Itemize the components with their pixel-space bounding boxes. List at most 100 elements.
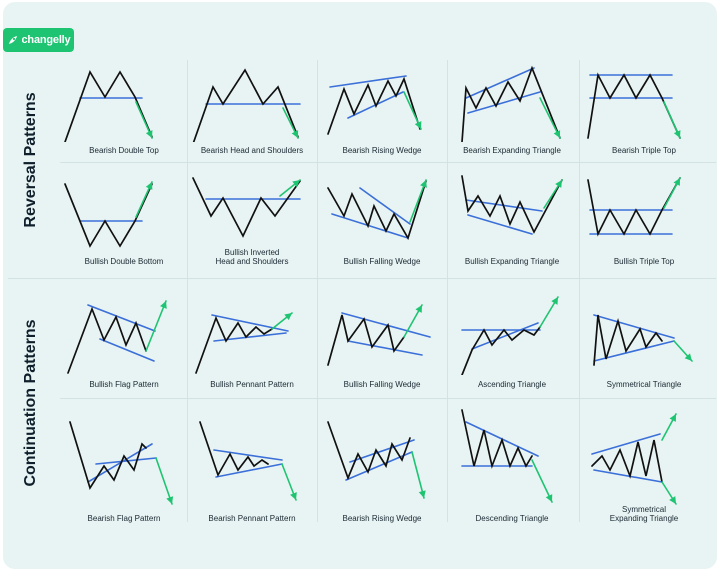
arrow-head bbox=[145, 182, 153, 190]
pattern-cell: Bullish Falling Wedge bbox=[318, 166, 446, 277]
pattern-label: Bearish Head and Shoulders bbox=[200, 146, 304, 155]
pattern-label: Bullish Double Bottom bbox=[84, 257, 164, 266]
pattern-label: Bearish Pennant Pattern bbox=[208, 514, 296, 523]
pattern-label: Symmetrical Expanding Triangle bbox=[609, 505, 679, 523]
arrow-head bbox=[551, 297, 558, 305]
pattern-cell: Bearish Pennant Pattern bbox=[188, 400, 316, 534]
brand-name: changelly bbox=[21, 34, 71, 46]
pattern-figure bbox=[461, 175, 563, 235]
trendline bbox=[347, 340, 423, 356]
pattern-cell: Bullish Double Bottom bbox=[60, 166, 188, 277]
price-path bbox=[461, 175, 563, 234]
pattern-figure bbox=[327, 421, 426, 499]
trend-arrow bbox=[531, 459, 553, 503]
pattern-figure bbox=[69, 421, 174, 505]
pattern-figure bbox=[461, 65, 561, 142]
pattern-label: Bullish Flag Pattern bbox=[89, 380, 159, 389]
arrow-head bbox=[414, 121, 422, 129]
pattern-cell: Bullish Expanding Triangle bbox=[448, 166, 576, 277]
trend-arrow bbox=[539, 97, 561, 139]
price-path bbox=[327, 314, 405, 366]
arrow-head bbox=[290, 492, 297, 500]
trendline bbox=[95, 457, 157, 465]
price-path bbox=[64, 183, 153, 248]
pattern-label: Bearish Triple Top bbox=[612, 146, 676, 155]
pattern-label: Bullish Triple Top bbox=[613, 257, 675, 266]
arrow-head bbox=[292, 180, 300, 188]
pattern-cell: Bullish Pennant Pattern bbox=[188, 285, 316, 400]
pattern-figure bbox=[192, 68, 301, 142]
arrow-head bbox=[669, 414, 676, 422]
pattern-figure bbox=[591, 413, 677, 505]
pattern-figure bbox=[587, 72, 681, 139]
trendline bbox=[213, 449, 283, 461]
pattern-figure bbox=[64, 181, 153, 248]
trendline bbox=[99, 338, 155, 362]
pattern-figure bbox=[593, 314, 693, 366]
trendline bbox=[467, 214, 533, 235]
row-divider bbox=[8, 278, 716, 279]
price-path bbox=[587, 72, 681, 139]
pattern-label: Bullish Inverted Head and Shoulders bbox=[215, 248, 289, 266]
pattern-cell: Bearish Rising Wedge bbox=[318, 52, 446, 166]
trendline bbox=[345, 451, 413, 481]
row-divider bbox=[60, 162, 716, 163]
rocket-icon bbox=[7, 34, 19, 46]
trend-arrow bbox=[411, 451, 425, 499]
pattern-label: Bullish Pennant Pattern bbox=[210, 380, 294, 389]
arrow-head bbox=[673, 130, 681, 138]
row-divider bbox=[60, 398, 716, 399]
price-path bbox=[195, 315, 273, 374]
trendline bbox=[87, 304, 156, 332]
price-path bbox=[199, 421, 269, 478]
pattern-cell: Descending Triangle bbox=[448, 400, 576, 534]
trendline bbox=[593, 340, 675, 362]
arrow-head bbox=[291, 130, 299, 138]
column-divider bbox=[187, 60, 188, 522]
pattern-label: Bearish Rising Wedge bbox=[342, 514, 422, 523]
pattern-figure bbox=[195, 312, 293, 374]
trendline bbox=[465, 67, 535, 99]
trend-arrow bbox=[155, 457, 173, 505]
price-path bbox=[461, 65, 561, 142]
price-path bbox=[327, 76, 421, 135]
price-path bbox=[461, 326, 541, 375]
pattern-figure bbox=[199, 421, 297, 501]
trendline bbox=[341, 312, 431, 338]
price-path bbox=[327, 421, 411, 481]
trendline bbox=[467, 91, 541, 114]
pattern-label: Bullish Falling Wedge bbox=[343, 380, 421, 389]
section-title-reversal: Reversal Patterns bbox=[22, 92, 39, 228]
arrow-head bbox=[284, 313, 292, 321]
price-path bbox=[192, 68, 299, 142]
pattern-figure bbox=[461, 409, 553, 503]
price-path bbox=[327, 180, 427, 241]
pattern-cell: Bearish Rising Wedge bbox=[318, 400, 446, 534]
price-path bbox=[591, 439, 663, 483]
trendline bbox=[329, 75, 407, 88]
pattern-figure bbox=[327, 304, 431, 366]
arrow-head bbox=[545, 494, 553, 502]
pattern-cell: Bearish Expanding Triangle bbox=[448, 52, 576, 166]
pattern-figure bbox=[461, 296, 559, 375]
pattern-label: Ascending Triangle bbox=[477, 380, 547, 389]
pattern-cell: Bearish Triple Top bbox=[580, 52, 708, 166]
price-path bbox=[64, 70, 153, 142]
price-path bbox=[192, 177, 301, 238]
arrow-head bbox=[415, 305, 422, 313]
pattern-cell: Bearish Double Top bbox=[60, 52, 188, 166]
pattern-figure bbox=[327, 179, 427, 241]
changelly-logo[interactable]: changelly bbox=[3, 28, 74, 52]
trend-arrow bbox=[145, 300, 167, 352]
arrow-head bbox=[145, 130, 153, 138]
arrow-head bbox=[160, 301, 167, 309]
column-divider bbox=[579, 60, 580, 522]
price-path bbox=[593, 314, 663, 366]
pattern-figure bbox=[587, 177, 681, 237]
trendline bbox=[359, 187, 411, 225]
trendline bbox=[211, 314, 289, 332]
price-path bbox=[461, 409, 533, 469]
arrow-head bbox=[420, 180, 427, 188]
column-divider bbox=[447, 60, 448, 522]
